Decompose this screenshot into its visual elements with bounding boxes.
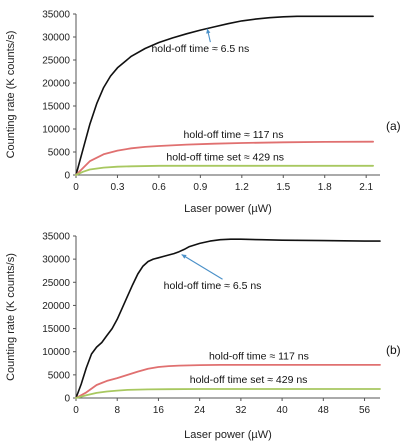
- series-429ns: [75, 388, 381, 399]
- panel-label: (b): [386, 343, 401, 357]
- annotation-label: hold-off time ≈ 6.5 ns: [164, 280, 262, 292]
- annotation-arrowhead: [206, 28, 211, 34]
- series-6.5ns: [75, 238, 381, 399]
- annotation-label: hold-off time set ≈ 429 ns: [190, 374, 308, 386]
- y-tick-label: 25000: [42, 56, 70, 67]
- y-axis-title: Counting rate (K counts/s): [5, 253, 17, 381]
- panel-b: 0 5000 10000 15000 20000 25000 30000 35000 0 8 16 2…: [5, 232, 401, 442]
- x-tick-label: 1.5: [276, 182, 290, 193]
- y-tick-label: 0: [64, 171, 70, 182]
- x-tick-label: 48: [318, 405, 330, 416]
- panel-a: 0 5000 10000 15000 20000 25000 30000 35000 0 0.3 0…: [5, 10, 401, 216]
- panel-label: (a): [386, 119, 401, 133]
- x-tick-label: 1.8: [318, 182, 332, 193]
- x-tick-label: 0: [73, 182, 79, 193]
- y-tick-label: 15000: [42, 102, 70, 113]
- y-tick-label: 5000: [48, 148, 71, 159]
- y-tick-label: 10000: [42, 125, 70, 136]
- y-tick-label: 35000: [42, 10, 70, 21]
- annotation-label: hold-off time ≈ 117 ns: [184, 129, 284, 141]
- y-tick-label: 5000: [48, 370, 71, 381]
- annotation-label: hold-off time ≈ 6.5 ns: [151, 43, 249, 55]
- annotation-label: hold-off time ≈ 117 ns: [209, 351, 309, 363]
- annotation-arrowhead: [181, 254, 187, 259]
- x-tick-label: 1.2: [235, 182, 249, 193]
- x-tick-label: 16: [153, 405, 165, 416]
- x-tick-label: 0.6: [152, 182, 166, 193]
- x-tick-label: 0: [73, 405, 79, 416]
- y-tick-label: 15000: [42, 324, 70, 335]
- x-tick-label: 24: [194, 405, 206, 416]
- y-axis-title: Counting rate (K counts/s): [5, 31, 17, 159]
- x-tick-label: 0.9: [193, 182, 207, 193]
- x-axis-title: Laser power (µW): [184, 203, 272, 215]
- y-tick-label: 20000: [42, 79, 70, 90]
- x-tick-label: 0.3: [111, 182, 125, 193]
- x-tick-label: 40: [277, 405, 289, 416]
- y-tick-label: 25000: [42, 278, 70, 289]
- x-tick-label: 56: [359, 405, 371, 416]
- y-tick-label: 0: [64, 394, 70, 405]
- x-tick-label: 32: [235, 405, 247, 416]
- x-tick-label: 8: [114, 405, 120, 416]
- annotation-label: hold-off time set ≈ 429 ns: [166, 152, 284, 164]
- series-117ns: [75, 140, 375, 176]
- y-tick-label: 30000: [42, 33, 70, 44]
- annotation-arrow: [181, 254, 223, 280]
- series-429ns: [75, 164, 375, 176]
- y-tick-label: 30000: [42, 255, 70, 266]
- y-tick-label: 35000: [42, 232, 70, 243]
- series-117ns: [75, 363, 381, 399]
- y-tick-label: 10000: [42, 347, 70, 358]
- x-tick-label: 2.1: [359, 182, 373, 193]
- series-6.5ns: [75, 15, 374, 176]
- x-axis-title: Laser power (µW): [184, 429, 272, 441]
- y-tick-label: 20000: [42, 301, 70, 312]
